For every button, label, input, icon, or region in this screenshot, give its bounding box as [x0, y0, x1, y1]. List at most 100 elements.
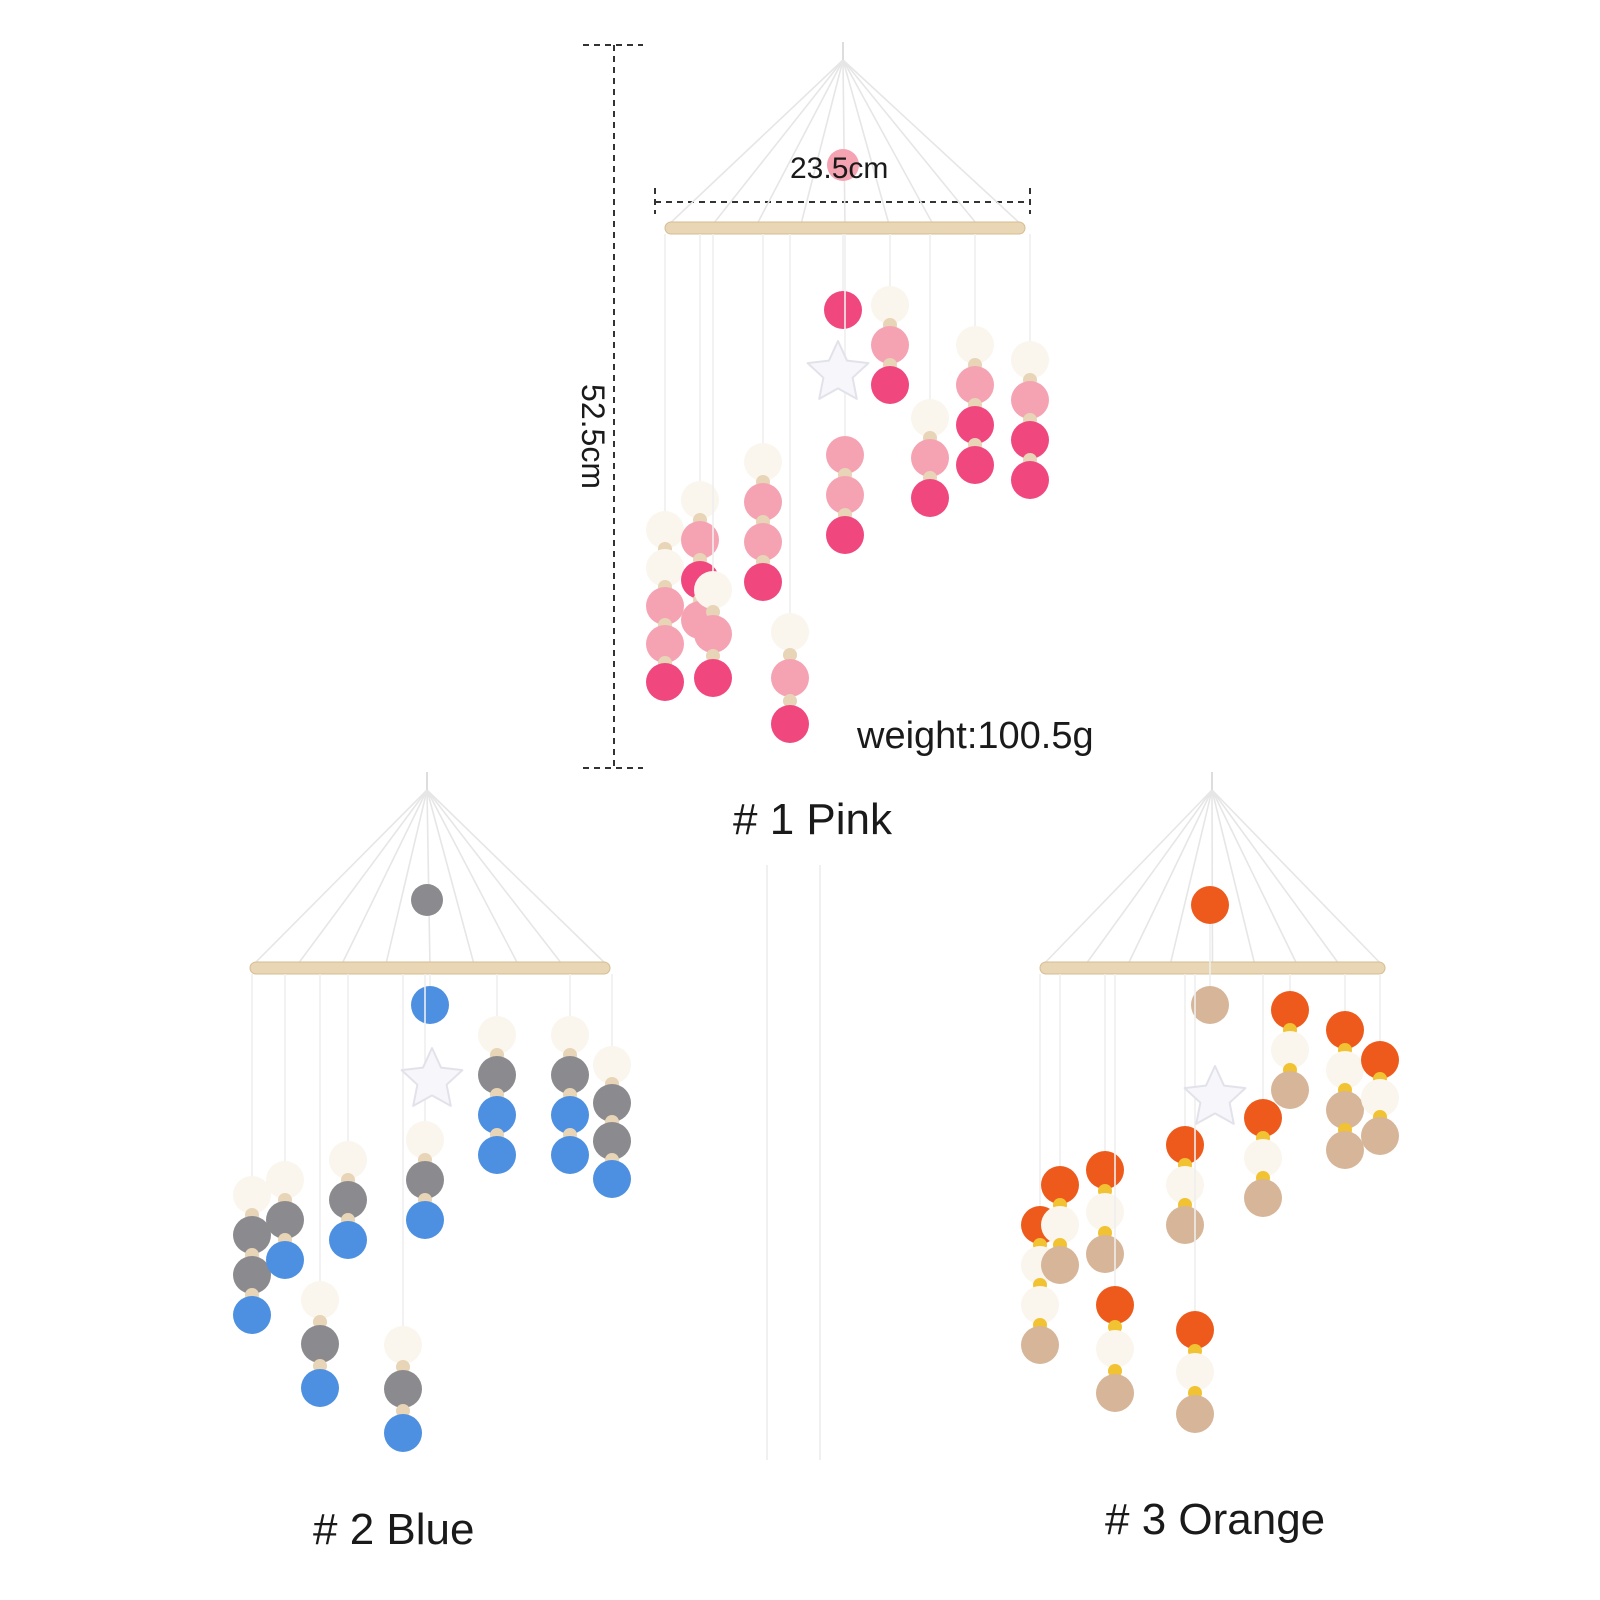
felt-ball — [1326, 1051, 1364, 1089]
height-dimension-label: 52.5cm — [574, 384, 611, 489]
mobile-blue — [233, 772, 631, 1452]
wooden-ring — [249, 961, 611, 975]
felt-ball — [1011, 461, 1049, 499]
felt-ball — [1041, 1246, 1079, 1284]
felt-ball — [384, 1326, 422, 1364]
felt-ball — [406, 1161, 444, 1199]
felt-ball — [1096, 1286, 1134, 1324]
support-string — [799, 59, 844, 229]
support-string — [842, 59, 891, 229]
support-string — [1039, 789, 1213, 969]
width-dimension-label: 23.5cm — [790, 152, 889, 185]
felt-ball — [1021, 1286, 1059, 1324]
felt-ball — [1041, 1166, 1079, 1204]
felt-ball — [1361, 1079, 1399, 1117]
support-string — [664, 59, 844, 229]
felt-ball — [1361, 1041, 1399, 1079]
support-string — [709, 59, 844, 229]
support-string — [1211, 789, 1257, 969]
felt-ball — [551, 1096, 589, 1134]
felt-ball — [266, 1161, 304, 1199]
wooden-bead — [783, 694, 797, 708]
felt-ball — [744, 483, 782, 521]
felt-ball — [956, 366, 994, 404]
felt-ball — [593, 1160, 631, 1198]
felt-ball — [826, 516, 864, 554]
felt-ball — [478, 1096, 516, 1134]
felt-ball — [771, 705, 809, 743]
support-string — [842, 59, 1026, 229]
support-string — [1211, 789, 1214, 969]
felt-ball — [1191, 886, 1229, 924]
felt-ball — [1271, 1031, 1309, 1069]
felt-ball — [1011, 421, 1049, 459]
felt-ball — [1166, 1206, 1204, 1244]
dimension-lines — [583, 44, 1031, 769]
support-string — [1125, 789, 1213, 969]
felt-star — [400, 1047, 464, 1107]
variant-name-orange: # 3 Orange — [1105, 1495, 1326, 1544]
felt-ball — [411, 986, 449, 1024]
felt-ball — [593, 1122, 631, 1160]
felt-ball — [694, 571, 732, 609]
felt-ball — [771, 613, 809, 651]
support-string — [1211, 789, 1300, 969]
variant-name-pink: # 1 Pink — [733, 795, 892, 844]
felt-ball — [1326, 1011, 1364, 1049]
support-string — [294, 789, 428, 969]
felt-ball — [1086, 1235, 1124, 1273]
felt-ball — [826, 436, 864, 474]
felt-ball — [826, 476, 864, 514]
felt-ball — [329, 1221, 367, 1259]
felt-ball — [911, 399, 949, 437]
felt-ball — [384, 1370, 422, 1408]
wooden-ring — [664, 221, 1026, 235]
felt-ball — [681, 521, 719, 559]
felt-ball — [1176, 1353, 1214, 1391]
support-string — [426, 789, 476, 969]
felt-ball — [329, 1141, 367, 1179]
felt-ball-top — [827, 149, 859, 181]
felt-ball — [1191, 986, 1229, 1024]
felt-ball — [744, 523, 782, 561]
felt-ball — [646, 587, 684, 625]
felt-ball — [694, 659, 732, 697]
support-string — [842, 59, 936, 229]
support-string — [842, 59, 846, 229]
felt-ball — [266, 1241, 304, 1279]
felt-ball — [1096, 1374, 1134, 1412]
felt-ball — [956, 406, 994, 444]
support-string — [1168, 789, 1213, 969]
felt-ball — [1021, 1326, 1059, 1364]
support-string — [1082, 789, 1213, 969]
felt-star — [806, 340, 870, 400]
felt-ball — [478, 1016, 516, 1054]
felt-ball — [233, 1176, 271, 1214]
support-string — [754, 59, 844, 229]
felt-ball — [1326, 1091, 1364, 1129]
support-string — [339, 789, 428, 969]
felt-ball — [593, 1046, 631, 1084]
felt-ball — [266, 1201, 304, 1239]
support-string — [426, 789, 566, 969]
felt-ball — [1041, 1206, 1079, 1244]
felt-ball-top — [411, 884, 443, 916]
felt-ball — [1361, 1117, 1399, 1155]
felt-ball — [551, 1056, 589, 1094]
support-string — [1211, 789, 1343, 969]
felt-ball — [1244, 1139, 1282, 1177]
felt-ball — [1011, 381, 1049, 419]
support-string — [426, 789, 611, 969]
felt-ball — [871, 286, 909, 324]
felt-ball — [1176, 1311, 1214, 1349]
felt-ball — [646, 663, 684, 701]
felt-ball — [478, 1056, 516, 1094]
felt-ball — [406, 1121, 444, 1159]
felt-ball — [646, 549, 684, 587]
support-string — [249, 789, 428, 969]
felt-ball — [956, 326, 994, 364]
felt-ball — [384, 1414, 422, 1452]
support-string — [842, 59, 981, 229]
felt-ball — [301, 1369, 339, 1407]
